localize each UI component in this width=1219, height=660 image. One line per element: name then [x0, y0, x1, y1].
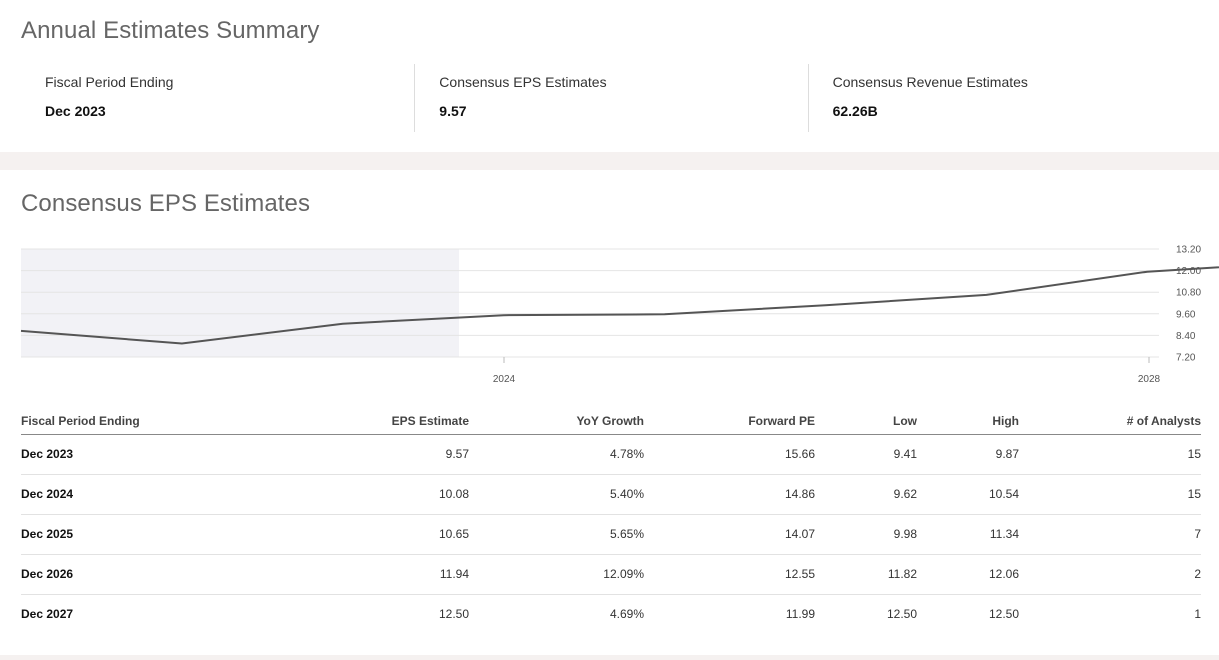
cell-fwd-pe: 12.55	[644, 554, 815, 595]
cell-analysts: 1	[1194, 607, 1201, 622]
col-yoy-growth[interactable]: YoY Growth	[469, 408, 644, 435]
eps-series-line	[20, 266, 1219, 345]
cell-fwd-pe: 14.07	[644, 514, 815, 555]
y-tick-label: 12.00	[1176, 266, 1201, 277]
y-tick-label: 9.60	[1176, 309, 1196, 320]
col-low[interactable]: Low	[815, 408, 917, 435]
col-forward-pe[interactable]: Forward PE	[644, 408, 815, 435]
cell-high: 10.54	[917, 474, 1019, 515]
table-row: Dec 2025 10.65 5.65% 14.07 9.98 11.34 7	[21, 514, 1201, 555]
cell-analysts: 15	[1019, 474, 1201, 515]
table-row: Dec 2026 11.94 12.09% 12.55 11.82 12.06 …	[21, 554, 1201, 595]
table-header-row: Fiscal Period Ending EPS Estimate YoY Gr…	[21, 408, 1201, 435]
cell-period: Dec 2027	[21, 607, 74, 622]
historical-shade	[21, 249, 459, 357]
cell-period: Dec 2026	[21, 554, 251, 595]
cell-low: 12.50	[886, 607, 917, 622]
section-divider	[0, 152, 1219, 170]
col-fiscal-period[interactable]: Fiscal Period Ending	[21, 408, 251, 435]
table-row: Dec 2024 10.08 5.40% 14.86 9.62 10.54 15	[21, 474, 1201, 515]
summary-title: Annual Estimates Summary	[21, 17, 320, 44]
cell-yoy: 4.78%	[469, 434, 644, 475]
cell-period: Dec 2023	[21, 434, 251, 475]
cell-low: 9.62	[815, 474, 917, 515]
cell-fwd-pe: 14.86	[644, 474, 815, 515]
y-tick-label: 8.40	[1176, 331, 1196, 342]
cell-eps: 10.08	[251, 474, 469, 515]
card-value: Dec 2023	[45, 103, 106, 119]
card-value: 9.57	[439, 103, 467, 119]
cell-low: 11.82	[815, 554, 917, 595]
cell-analysts: 7	[1019, 514, 1201, 555]
cell-eps: 11.94	[251, 554, 469, 595]
eps-chart-svg: 13.20 12.00 10.80 9.60 8.40 7.20 2024 2028	[20, 245, 1219, 385]
card-consensus-revenue: Consensus Revenue Estimates 62.26B	[807, 64, 1201, 132]
cell-low: 9.98	[815, 514, 917, 555]
cell-yoy: 12.09%	[469, 554, 644, 595]
cell-period: Dec 2024	[21, 474, 251, 515]
y-tick-label: 7.20	[1176, 353, 1196, 364]
col-eps-estimate[interactable]: EPS Estimate	[251, 408, 469, 435]
x-tick-label: 2028	[1138, 374, 1161, 385]
card-label: Consensus Revenue Estimates	[832, 74, 1028, 90]
col-num-analysts[interactable]: # of Analysts	[1019, 408, 1201, 435]
cell-yoy: 5.40%	[469, 474, 644, 515]
estimates-table: Fiscal Period Ending EPS Estimate YoY Gr…	[21, 408, 1201, 634]
y-tick-label: 10.80	[1176, 288, 1201, 299]
y-tick-label: 13.20	[1176, 245, 1201, 256]
cell-high: 12.06	[917, 554, 1019, 595]
summary-cards: Fiscal Period Ending Dec 2023 Consensus …	[21, 64, 1201, 132]
cell-yoy: 4.69%	[609, 607, 644, 622]
eps-section-title: Consensus EPS Estimates	[21, 190, 311, 217]
eps-chart: 13.20 12.00 10.80 9.60 8.40 7.20 2024 2028	[0, 245, 1219, 390]
card-label: Fiscal Period Ending	[45, 74, 174, 90]
card-consensus-eps: Consensus EPS Estimates 9.57	[414, 64, 807, 132]
cell-high: 11.34	[917, 514, 1019, 555]
card-fiscal-period: Fiscal Period Ending Dec 2023	[21, 64, 414, 132]
cell-analysts: 15	[1019, 434, 1201, 475]
table-row: Dec 2027 12.50 4.69% 11.99 12.50 12.50 1	[21, 594, 1201, 634]
cell-yoy: 5.65%	[469, 514, 644, 555]
cell-fwd-pe: 15.66	[644, 434, 815, 475]
section-divider	[0, 655, 1219, 660]
cell-eps: 10.65	[251, 514, 469, 555]
consensus-eps-section: Consensus EPS Estimates	[0, 170, 1219, 655]
table-row: Dec 2023 9.57 4.78% 15.66 9.41 9.87 15	[21, 434, 1201, 475]
cell-high: 12.50	[988, 607, 1019, 622]
card-value: 62.26B	[832, 103, 878, 119]
cell-analysts: 2	[1019, 554, 1201, 595]
cell-low: 9.41	[815, 434, 917, 475]
card-label: Consensus EPS Estimates	[439, 74, 607, 90]
cell-fwd-pe: 11.99	[785, 607, 815, 622]
annual-estimates-summary: Annual Estimates Summary Fiscal Period E…	[0, 0, 1219, 152]
cell-high: 9.87	[917, 434, 1019, 475]
cell-period: Dec 2025	[21, 514, 251, 555]
cell-eps: 9.57	[251, 434, 469, 475]
x-tick-label: 2024	[493, 374, 516, 385]
cell-eps: 12.50	[438, 607, 469, 622]
col-high[interactable]: High	[917, 408, 1019, 435]
